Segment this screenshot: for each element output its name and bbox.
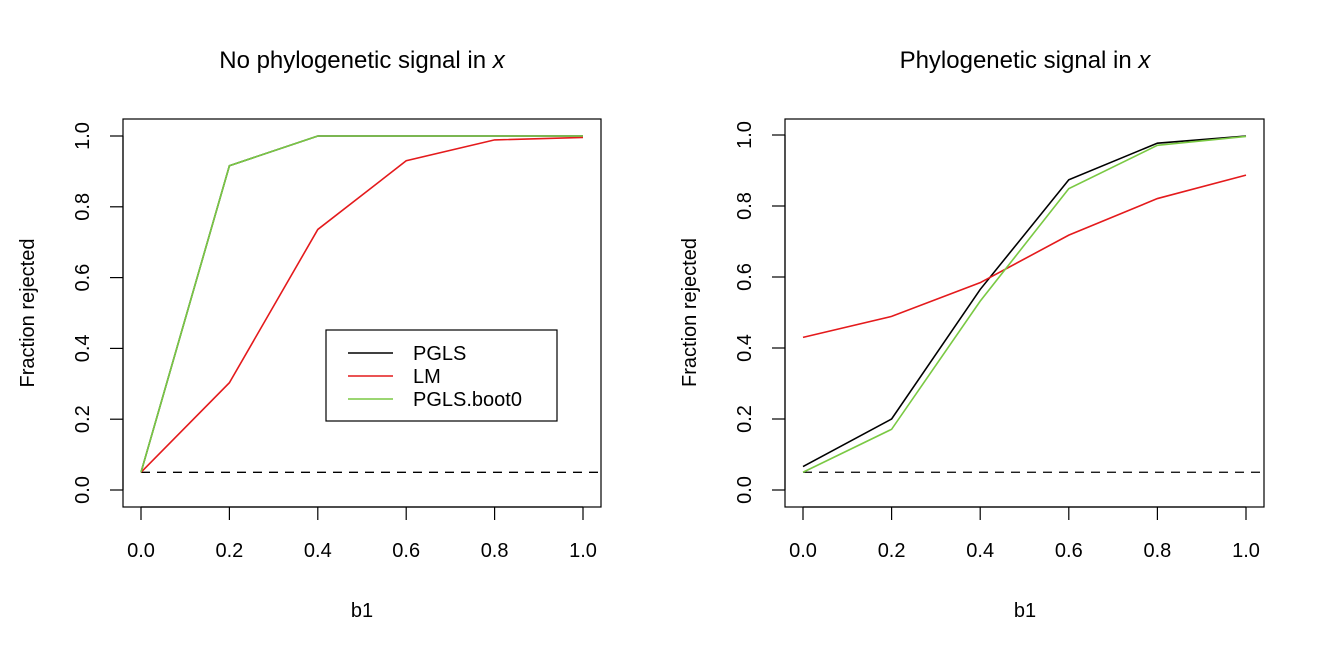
y-tick-label: 0.4 <box>734 334 756 362</box>
x-tick-label: 0.2 <box>878 540 906 562</box>
series-line-pgls <box>802 135 1247 468</box>
y-axis-label: Fraction rejected <box>17 239 39 388</box>
x-tick-label: 0.4 <box>966 540 994 562</box>
x-tick-label: 0.0 <box>789 540 817 562</box>
y-tick-label: 0.2 <box>72 405 94 433</box>
legend-label: PGLS.boot0 <box>413 389 522 411</box>
chart-title-variable: x <box>1137 47 1151 74</box>
chart-title: No phylogenetic signal in x <box>219 47 506 74</box>
legend-label: LM <box>413 366 441 388</box>
y-tick-label: 1.0 <box>734 121 756 149</box>
plot-frame <box>122 118 602 508</box>
plot-panel-1: No phylogenetic signal in x 0.0 0.2 0.4 0.6 0… <box>17 47 602 622</box>
y-tick-label: 0.0 <box>72 476 94 504</box>
x-axis-label: b1 <box>1014 600 1036 622</box>
y-tick-label: 1.0 <box>72 122 94 150</box>
plot-frame <box>784 118 1265 508</box>
chart-title-text: No phylogenetic signal in <box>219 47 493 74</box>
y-tick-label: 0.6 <box>72 264 94 292</box>
series-line-pgls-boot0 <box>802 135 1247 473</box>
x-tick-label: 1.0 <box>569 540 597 562</box>
chart-title-variable: x <box>492 47 506 74</box>
y-tick-label: 0.8 <box>734 192 756 220</box>
chart-title-text: Phylogenetic signal in <box>900 47 1139 74</box>
chart-title: Phylogenetic signal in x <box>900 47 1152 74</box>
x-tick-label: 0.0 <box>127 540 155 562</box>
y-tick-label: 0.2 <box>734 405 756 433</box>
x-axis-label: b1 <box>351 600 373 622</box>
x-tick-label: 0.2 <box>215 540 243 562</box>
legend-label: PGLS <box>413 343 466 365</box>
plot-panel-2: Phylogenetic signal in x 0.0 0.2 0.4 0.6 0.8 1… <box>679 47 1265 622</box>
y-axis-label: Fraction rejected <box>679 238 701 387</box>
x-tick-label: 0.8 <box>1143 540 1171 562</box>
series-line-pgls-boot0 <box>140 135 583 473</box>
y-tick-label: 0.4 <box>72 334 94 362</box>
x-tick-label: 0.6 <box>392 540 420 562</box>
series-line-lm <box>802 174 1247 339</box>
x-tick-label: 0.4 <box>304 540 332 562</box>
series-line-pgls <box>140 135 583 473</box>
x-tick-label: 0.8 <box>481 540 509 562</box>
x-tick-label: 0.6 <box>1055 540 1083 562</box>
y-tick-label: 0.6 <box>734 263 756 291</box>
series-line-lm <box>140 136 584 473</box>
y-tick-label: 0.8 <box>72 193 94 221</box>
x-tick-label: 1.0 <box>1232 540 1260 562</box>
y-tick-label: 0.0 <box>734 476 756 504</box>
